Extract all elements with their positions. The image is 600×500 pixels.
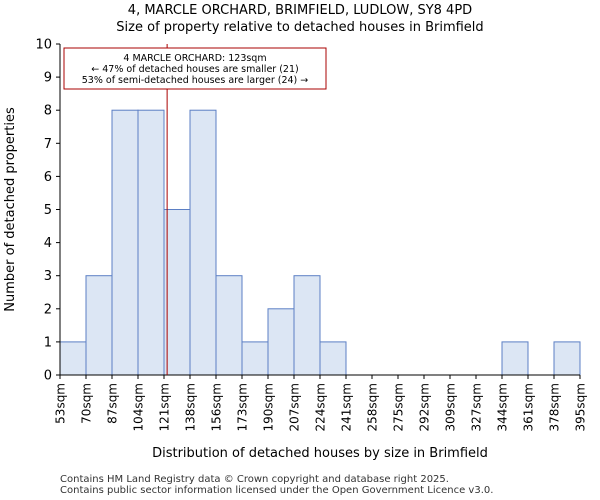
x-tick-label: 173sqm xyxy=(236,383,250,431)
bar-104sqm xyxy=(137,109,165,376)
x-tick-label: 292sqm xyxy=(418,383,432,431)
footer-copyright: Contains HM Land Registry data © Crown c… xyxy=(60,474,449,485)
bars-group xyxy=(59,109,581,376)
x-tick-label: 344sqm xyxy=(496,383,510,431)
x-axis: 53sqm 70sqm 87sqm 104sqm 121sqm 138sqm 156sqm 1… xyxy=(54,374,588,431)
x-tick-label: 224sqm xyxy=(314,383,328,431)
x-tick-label: 53sqm xyxy=(54,383,68,424)
x-tick-label: 241sqm xyxy=(340,383,354,431)
y-tick-label: 6 xyxy=(44,170,52,185)
annotation-box: 4 MARCLE ORCHARD: 123sqm ← 47% of detach… xyxy=(63,47,327,90)
x-tick-label: 258sqm xyxy=(366,383,380,431)
annotation-line-1: 4 MARCLE ORCHARD: 123sqm xyxy=(123,53,266,64)
y-tick-label: 10 xyxy=(35,38,52,53)
x-tick-label: 327sqm xyxy=(470,383,484,431)
y-axis-label: Number of detached properties xyxy=(3,107,18,312)
y-tick-label: 9 xyxy=(44,71,52,86)
annotation-line-3: 53% of semi-detached houses are larger (… xyxy=(82,75,309,86)
y-tick-label: 1 xyxy=(44,335,52,350)
footer-licence: Contains public sector information licen… xyxy=(60,485,494,496)
x-tick-label: 156sqm xyxy=(210,383,224,431)
bar-70sqm xyxy=(85,275,113,376)
bar-224sqm xyxy=(319,341,347,376)
x-tick-label: 361sqm xyxy=(522,383,536,431)
x-tick-label: 275sqm xyxy=(392,383,406,431)
bar-121sqm xyxy=(163,209,191,376)
bar-173sqm xyxy=(241,341,269,376)
annotation-border xyxy=(63,47,327,90)
y-tick-label: 5 xyxy=(44,203,52,218)
bar-156sqm xyxy=(215,275,243,376)
bar-207sqm xyxy=(293,275,321,376)
bar-53sqm xyxy=(59,341,87,376)
x-tick-label: 121sqm xyxy=(158,383,172,431)
annotation-line-2: ← 47% of detached houses are smaller (21… xyxy=(91,64,298,75)
y-axis: 0 1 2 3 4 5 6 7 8 9 10 xyxy=(35,38,61,384)
x-tick-label: 378sqm xyxy=(548,383,562,431)
x-tick-label: 190sqm xyxy=(262,383,276,431)
bar-87sqm xyxy=(111,109,139,376)
x-tick-label: 138sqm xyxy=(184,383,198,431)
bar-190sqm xyxy=(267,308,295,376)
chart-title: 4, MARCLE ORCHARD, BRIMFIELD, LUDLOW, SY… xyxy=(127,3,473,18)
bar-344sqm xyxy=(501,341,529,376)
x-tick-label: 395sqm xyxy=(574,383,588,431)
y-tick-label: 7 xyxy=(44,137,52,152)
bar-378sqm xyxy=(553,341,581,376)
chart-subtitle: Size of property relative to detached ho… xyxy=(116,20,484,35)
y-tick-label: 3 xyxy=(44,269,52,284)
x-tick-label: 207sqm xyxy=(288,383,302,431)
x-axis-label: Distribution of detached houses by size … xyxy=(152,446,488,461)
y-tick-label: 0 xyxy=(44,369,52,384)
y-tick-label: 8 xyxy=(44,104,52,119)
y-tick-label: 4 xyxy=(44,236,52,251)
x-tick-label: 87sqm xyxy=(106,383,120,424)
x-tick-label: 70sqm xyxy=(80,383,94,424)
x-tick-label: 104sqm xyxy=(132,383,146,431)
bar-138sqm xyxy=(189,109,217,376)
y-tick-label: 2 xyxy=(44,302,52,317)
x-tick-label: 309sqm xyxy=(444,383,458,431)
